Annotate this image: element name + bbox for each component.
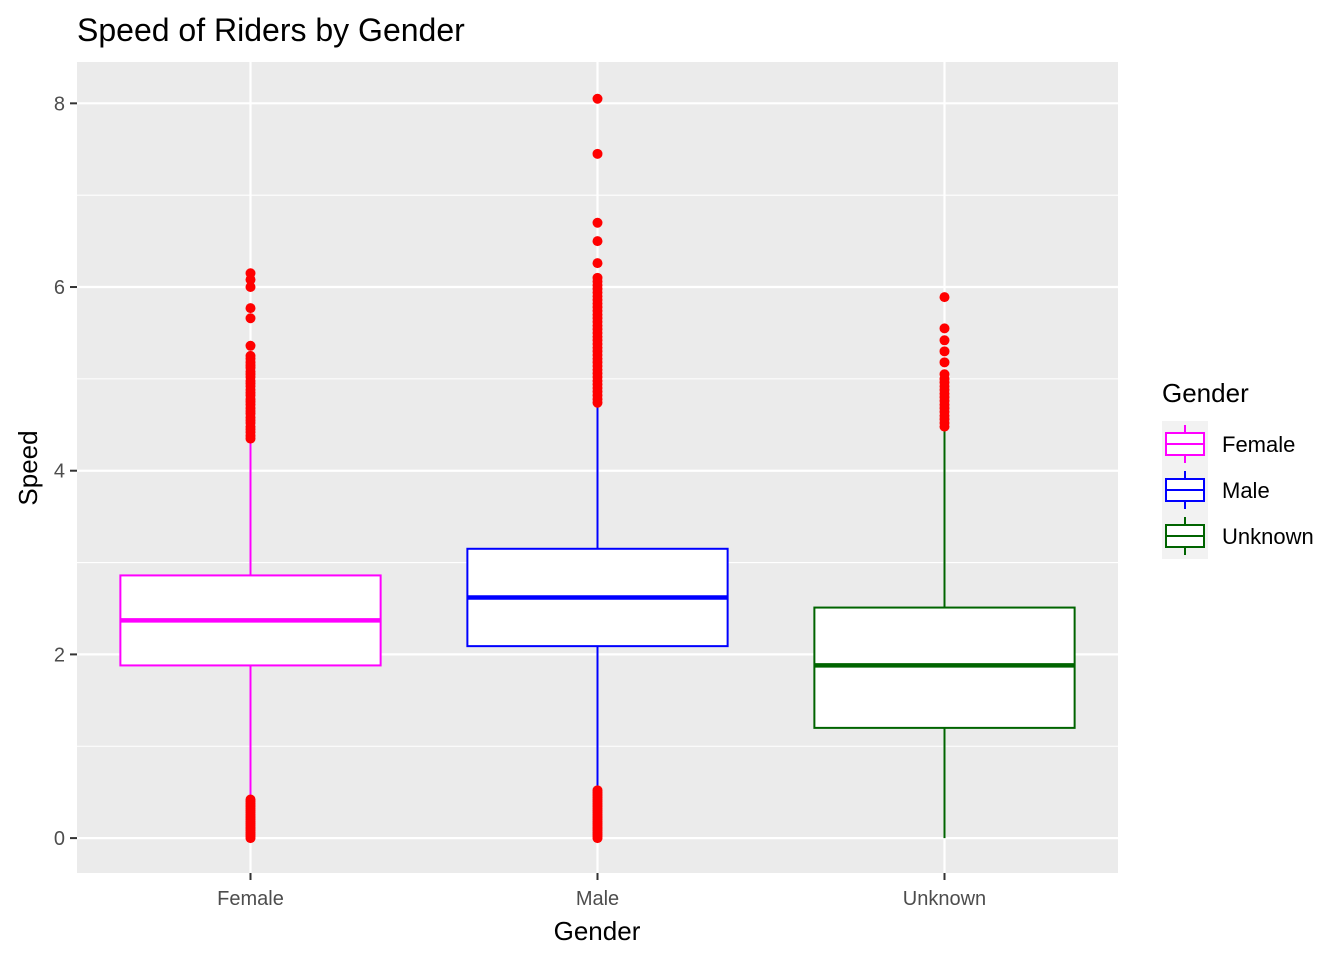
y-tick-label: 0: [54, 828, 65, 850]
y-tick-label: 6: [54, 277, 65, 299]
x-tick-label: Female: [217, 888, 284, 910]
y-tick-label: 8: [54, 93, 65, 115]
outlier-point: [592, 272, 603, 283]
outlier-point: [592, 785, 603, 796]
outlier-point: [245, 313, 256, 324]
legend-item-male: Male: [1162, 467, 1270, 513]
outlier-point: [245, 794, 256, 805]
legend-item-label: Unknown: [1222, 524, 1314, 549]
legend-item-unknown: Unknown: [1162, 513, 1314, 559]
legend-item-female: Female: [1162, 421, 1295, 467]
outlier-point: [245, 350, 256, 361]
outlier-point: [245, 268, 256, 279]
outlier-point: [592, 217, 603, 228]
outlier-point: [939, 357, 950, 368]
outlier-point: [592, 236, 603, 247]
legend-item-label: Female: [1222, 432, 1295, 457]
outlier-point: [592, 148, 603, 159]
legend-item-label: Male: [1222, 478, 1270, 503]
legend-title: Gender: [1162, 378, 1249, 408]
outlier-point: [939, 323, 950, 334]
outlier-point: [939, 369, 950, 380]
y-tick-label: 2: [54, 644, 65, 666]
box-male: [466, 93, 729, 844]
y-axis: 0 2 4 6 8: [54, 93, 77, 850]
outlier-point: [245, 282, 256, 293]
y-tick-label: 4: [54, 461, 65, 483]
outlier-point: [939, 335, 950, 346]
x-tick-label: Unknown: [903, 888, 986, 910]
y-axis-title: Speed: [13, 430, 43, 505]
x-axis-title: Gender: [554, 916, 641, 946]
outlier-point: [592, 258, 603, 269]
chart-title: Speed of Riders by Gender: [77, 12, 465, 48]
outlier-point: [939, 346, 950, 357]
box-unknown: [813, 292, 1076, 839]
box-female: [119, 268, 382, 844]
legend: Gender Female Male Unknown: [1162, 378, 1314, 559]
outlier-point: [245, 340, 256, 351]
boxes: [119, 93, 1076, 844]
outlier-point: [245, 303, 256, 314]
outlier-point: [592, 93, 603, 104]
x-axis: Female Male Unknown: [217, 873, 986, 910]
iqr-box: [813, 606, 1076, 729]
x-tick-label: Male: [576, 888, 619, 910]
outlier-point: [939, 292, 950, 303]
